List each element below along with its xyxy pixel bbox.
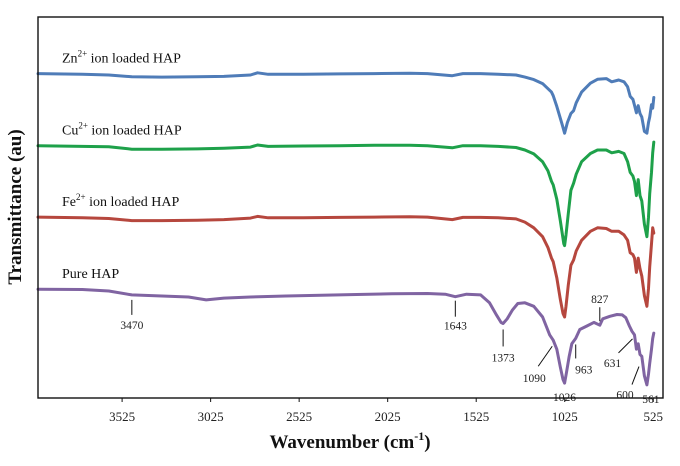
- annotation-label-3470: 3470: [120, 320, 143, 332]
- series-label-rest: ion loaded HAP: [88, 124, 182, 139]
- annotation-label-561: 561: [642, 394, 660, 406]
- series-label-fe2-ion-loaded-hap: Fe2+ ion loaded HAP: [62, 192, 180, 210]
- annotation-label-631: 631: [604, 358, 622, 370]
- series-label-pure-hap: Pure HAP: [62, 267, 119, 282]
- annotation-leader-600: [631, 366, 640, 385]
- series-line-zn2-ion-loaded-hap: [36, 71, 656, 135]
- x-tick-label-525: 525: [644, 409, 664, 424]
- x-axis-title-main: Wavenumber (cm: [269, 432, 414, 453]
- y-axis-title: Transmittance (au): [5, 129, 26, 284]
- series-line-cu2-ion-loaded-hap: [36, 140, 656, 248]
- series-label-main: Cu: [62, 124, 78, 139]
- series-label-sup: 2+: [78, 49, 88, 59]
- series-label-zn2-ion-loaded-hap: Zn2+ ion loaded HAP: [62, 49, 181, 67]
- annotation-label-963: 963: [575, 364, 593, 376]
- x-axis-title-close: ): [424, 432, 430, 453]
- x-tick-label-3025: 3025: [198, 409, 224, 424]
- annotation-label-1090: 1090: [523, 373, 546, 385]
- plot-frame: [37, 16, 664, 399]
- x-tick-label-1025: 1025: [552, 409, 578, 424]
- annotation-leader-1090: [537, 345, 553, 367]
- series-line-fe2-ion-loaded-hap: [36, 214, 656, 319]
- x-tick-label-2025: 2025: [375, 409, 401, 424]
- x-tick-label-3525: 3525: [109, 409, 135, 424]
- annotation-leader-631: [618, 338, 633, 354]
- series-label-main: Zn: [62, 52, 78, 67]
- series-label-rest: ion loaded HAP: [86, 195, 180, 210]
- series-label-main: Fe: [62, 195, 76, 210]
- annotation-label-827: 827: [591, 294, 609, 306]
- x-axis-title-sup: -1: [414, 429, 424, 443]
- annotation-label-600: 600: [616, 390, 634, 402]
- x-axis-ticks: 3525 3025 2525 2025 1525 1025 525: [109, 398, 663, 424]
- x-tick-label-2525: 2525: [286, 409, 312, 424]
- series-label-rest: ion loaded HAP: [87, 52, 181, 67]
- series-layer: [36, 71, 656, 387]
- x-axis-title: Wavenumber (cm-1): [269, 429, 430, 453]
- annotation-label-1643: 1643: [444, 321, 467, 333]
- x-tick-label-1525: 1525: [463, 409, 489, 424]
- series-label-cu2-ion-loaded-hap: Cu2+ ion loaded HAP: [62, 121, 182, 139]
- series-label-main: Pure HAP: [62, 267, 119, 282]
- annotation-label-1373: 1373: [492, 352, 515, 364]
- series-line-pure-hap: [36, 287, 656, 387]
- series-label-sup: 2+: [78, 121, 88, 131]
- series-label-sup: 2+: [76, 192, 86, 202]
